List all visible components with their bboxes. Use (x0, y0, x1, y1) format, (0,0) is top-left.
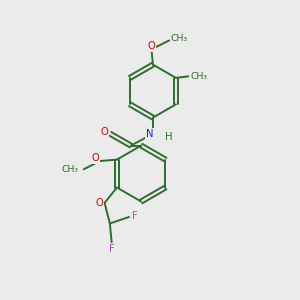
Text: H: H (164, 132, 172, 142)
Text: N: N (146, 129, 153, 139)
Text: CH₃: CH₃ (62, 165, 79, 174)
Text: O: O (100, 127, 108, 137)
Text: F: F (132, 211, 138, 220)
Text: CH₃: CH₃ (171, 34, 188, 43)
Text: O: O (148, 41, 155, 51)
Text: O: O (92, 153, 99, 163)
Text: O: O (95, 198, 103, 208)
Text: F: F (110, 244, 115, 254)
Text: CH₃: CH₃ (191, 72, 208, 81)
